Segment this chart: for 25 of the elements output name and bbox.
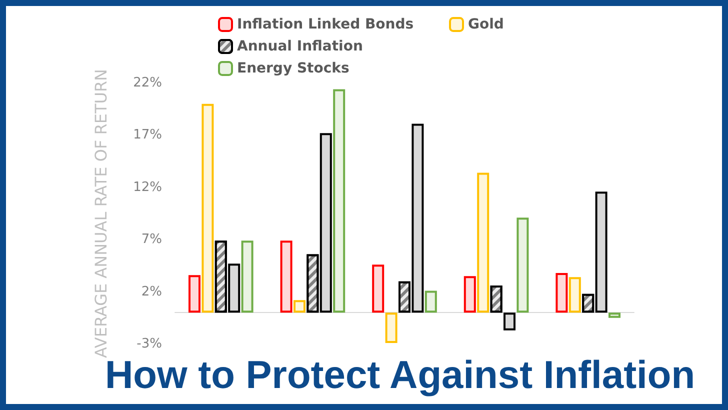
bar — [385, 312, 398, 343]
bar — [280, 240, 292, 313]
y-tick-label: 12% — [133, 180, 162, 195]
bar — [202, 104, 214, 313]
bar — [188, 275, 200, 313]
bar — [477, 172, 490, 313]
bar — [424, 290, 437, 313]
bar — [568, 277, 581, 313]
y-tick-label: 22% — [133, 76, 162, 90]
legend-label: Inflation Linked Bonds — [237, 16, 414, 32]
legend-label: Gold — [468, 16, 504, 32]
bar — [241, 240, 254, 313]
legend-label: Annual Inflation — [237, 38, 363, 54]
bar — [294, 300, 306, 313]
legend-label: Energy Stocks — [237, 60, 350, 76]
y-tick-label: 2% — [141, 284, 162, 300]
bar — [333, 89, 346, 313]
y-tick-label: 7% — [141, 232, 162, 248]
bar — [608, 312, 620, 318]
y-tick-label: 17% — [133, 128, 162, 143]
y-tick-label: -3% — [136, 336, 162, 352]
bar — [464, 276, 476, 313]
bar — [556, 273, 568, 313]
bar — [372, 264, 384, 313]
bar — [516, 218, 529, 313]
